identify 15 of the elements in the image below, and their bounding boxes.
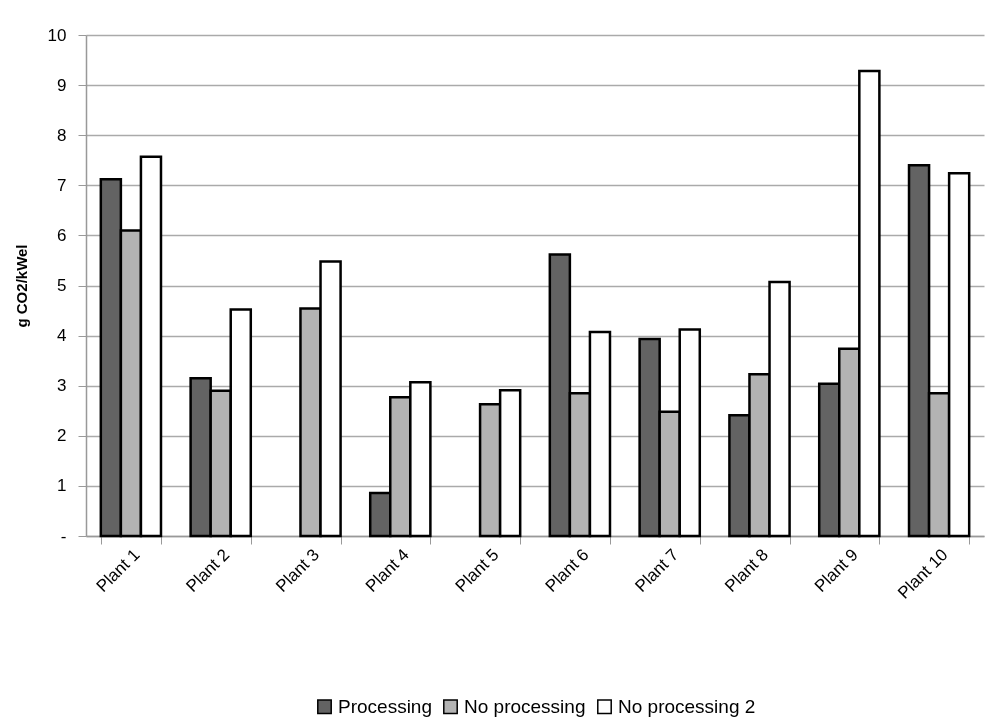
y-axis-title: g CO2/kWel bbox=[12, 244, 30, 328]
y-tick-label: 10 bbox=[47, 25, 67, 45]
y-tick-label: 6 bbox=[57, 225, 67, 245]
y-tick-label: 5 bbox=[57, 276, 67, 295]
legend-label: Processing bbox=[338, 695, 432, 717]
legend-label: No processing 2 bbox=[618, 695, 756, 717]
y-tick-label: 9 bbox=[57, 75, 67, 95]
y-tick-label: 7 bbox=[57, 175, 67, 195]
y-tick-label: 8 bbox=[57, 125, 67, 145]
y-tick-label: - bbox=[60, 526, 67, 546]
y-tick-label: 2 bbox=[57, 426, 67, 446]
legend-label: No processing bbox=[464, 695, 586, 717]
y-tick-label: 4 bbox=[57, 326, 67, 346]
y-tick-label: 1 bbox=[57, 476, 67, 496]
y-tick-label: 3 bbox=[57, 376, 67, 396]
